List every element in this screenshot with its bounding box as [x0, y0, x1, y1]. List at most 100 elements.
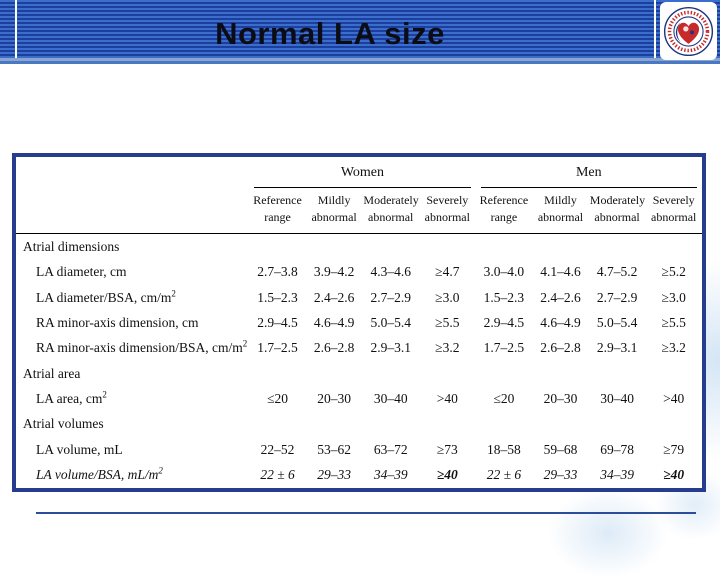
unit-superscript: 2 [102, 389, 107, 400]
cell-value [645, 233, 702, 259]
column-header: Reference range [475, 189, 533, 234]
cell-value [645, 361, 702, 386]
cell-value [306, 233, 363, 259]
reference-table-frame: Women Men Reference range Mildly abnorma… [12, 153, 706, 492]
row-label: Atrial volumes [23, 416, 104, 432]
cell-value: 2.9–3.1 [370, 340, 411, 356]
background-blob [548, 488, 668, 578]
cell-value [645, 412, 702, 437]
column-header: Severely abnormal [419, 189, 476, 234]
cell-value [306, 361, 363, 386]
row-label: Atrial dimensions [23, 238, 120, 254]
cell-value [249, 233, 306, 259]
cell-value: ≥4.7 [435, 264, 460, 280]
cell-value: 34–39 [373, 467, 408, 483]
cell-value: 4.6–4.9 [313, 314, 355, 330]
society-logo [660, 2, 717, 60]
cell-value [589, 233, 646, 259]
cell-value: 2.9–4.5 [257, 314, 298, 330]
cell-value: 2.6–2.8 [313, 340, 355, 356]
column-header: Mildly abnormal [532, 189, 589, 234]
cell-value: ≥3.0 [435, 289, 460, 305]
cell-value [532, 233, 589, 259]
row-label: LA diameter/BSA, cm/m2 [36, 288, 176, 305]
cell-value [306, 412, 363, 437]
cell-value: 22–52 [260, 441, 295, 457]
cell-value [476, 412, 533, 437]
footer-separator [36, 512, 696, 514]
cell-value: ≥5.2 [661, 264, 686, 280]
cell-value [249, 412, 306, 437]
group-header-women: Women [249, 157, 475, 189]
row-label: Atrial area [23, 365, 81, 381]
group-label: Women [340, 165, 385, 180]
cell-value [419, 361, 476, 386]
row-label: LA area, cm2 [36, 389, 107, 407]
normal-la-size-table: Women Men Reference range Mildly abnorma… [16, 157, 702, 488]
header-bottom-band [0, 61, 720, 64]
cell-value: >40 [663, 391, 685, 407]
table-body: Atrial dimensions LA diameter, cm 2.7–3.8 3… [16, 233, 702, 488]
table-row: LA diameter/BSA, cm/m2 1.5–2.3 2.4–2.6 2.7–… [16, 285, 702, 310]
group-underline [480, 187, 697, 188]
cell-value: 20–30 [543, 391, 578, 407]
cell-value [476, 361, 533, 386]
cell-value: ≥40 [663, 467, 685, 483]
cell-value: ≥3.2 [661, 340, 686, 356]
cell-value: 18–58 [487, 441, 521, 457]
cell-value: 59–68 [543, 441, 578, 457]
cell-value: 1.5–2.3 [483, 289, 525, 305]
column-header: Moderately abnormal [588, 189, 646, 234]
row-label: RA minor-axis dimension, cm [36, 314, 199, 330]
cell-value: 22 ± 6 [260, 467, 295, 483]
cell-value: 63–72 [373, 441, 408, 457]
cell-value [249, 361, 306, 386]
cell-value [362, 233, 419, 259]
cell-value: 2.9–3.1 [596, 340, 638, 356]
cell-value [476, 233, 533, 259]
cell-value: 29–33 [543, 467, 578, 483]
cell-value: 4.3–4.6 [370, 264, 411, 280]
sub-header-row: Reference range Mildly abnormal Moderate… [16, 189, 702, 234]
cell-value [532, 361, 589, 386]
cell-value: 3.0–4.0 [483, 264, 525, 280]
cell-value [362, 412, 419, 437]
table-row: LA area, cm2 ≤20 20–30 30–40 >40 ≤20 20–30 30–4… [16, 386, 702, 411]
cell-value: 2.6–2.8 [540, 340, 581, 356]
group-label: Men [575, 165, 602, 180]
page-title: Normal LA size [215, 16, 445, 51]
cell-value: ≥40 [436, 467, 458, 483]
cell-value: 30–40 [373, 391, 408, 407]
cell-value: ≥79 [663, 441, 685, 457]
cell-value: 4.7–5.2 [596, 264, 638, 280]
cell-value: ≤20 [493, 391, 515, 407]
header-divider-right [654, 0, 656, 58]
group-header-men: Men [476, 157, 702, 189]
cell-value: 4.1–4.6 [540, 264, 581, 280]
cell-value: ≥73 [436, 441, 458, 457]
cell-value: 53–62 [317, 441, 351, 457]
row-label: LA volume/BSA, mL/m2 [36, 465, 163, 483]
cell-value: >40 [436, 391, 458, 407]
cell-value: 22 ± 6 [486, 467, 522, 483]
cell-value: ≥3.2 [435, 340, 460, 356]
unit-superscript: 2 [242, 338, 248, 349]
column-header: Mildly abnormal [305, 189, 363, 234]
cell-value: 1.7–2.5 [483, 340, 525, 356]
table-row: RA minor-axis dimension/BSA, cm/m2 1.7–2.… [16, 336, 702, 361]
row-label: RA minor-axis dimension/BSA, cm/m2 [36, 338, 248, 356]
section-row: Atrial volumes [16, 412, 702, 437]
cell-value [532, 412, 589, 437]
row-label: LA volume, mL [36, 441, 123, 457]
header-bar [0, 0, 720, 58]
row-label: LA diameter, cm [36, 264, 127, 280]
cell-value: 30–40 [600, 391, 634, 407]
cell-value: 5.0–5.4 [370, 314, 411, 330]
cell-value [419, 233, 476, 259]
table-row: LA diameter, cm 2.7–3.8 3.9–4.2 4.3–4.6 ≥4.7… [16, 259, 702, 284]
corner-cell [16, 189, 250, 234]
cell-value: ≥3.0 [661, 289, 686, 305]
cell-value [362, 361, 419, 386]
table-row: LA volume, mL 22–52 53–62 63–72 ≥73 18–58 59–6… [16, 437, 702, 462]
group-header-row: Women Men [16, 157, 702, 189]
